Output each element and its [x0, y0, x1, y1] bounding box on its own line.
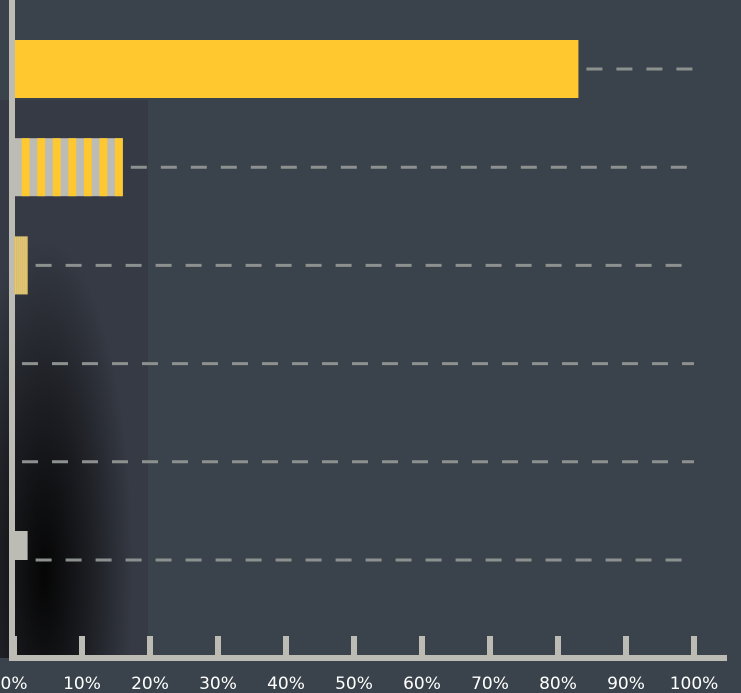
- tick-mark: [147, 636, 153, 658]
- bar: [14, 531, 28, 560]
- stripe: [21, 236, 22, 294]
- x-tick-label: 60%: [403, 674, 441, 693]
- x-tick-label: 20%: [131, 674, 169, 693]
- x-tick-label: 70%: [471, 674, 509, 693]
- tick-mark: [555, 636, 561, 658]
- stripe: [17, 236, 18, 294]
- stripe: [115, 138, 123, 196]
- tick-mark: [351, 636, 357, 658]
- chart: 0% 10% 20% 30% 40% 50% 60% 70% 80% 90% 100%: [0, 0, 741, 693]
- x-axis: [9, 655, 727, 661]
- tick-mark: [419, 636, 425, 658]
- stripe: [22, 138, 30, 196]
- x-tick-label: 50%: [335, 674, 373, 693]
- bar: [14, 40, 578, 98]
- tick-mark: [11, 636, 17, 658]
- stripe: [68, 138, 76, 196]
- x-tick-label: 30%: [199, 674, 237, 693]
- page: 0%10%20%30%40%50%60%70%80%90%100% (() =>…: [0, 0, 741, 693]
- tick-mark: [283, 636, 289, 658]
- tick-mark: [215, 636, 221, 658]
- stripe: [53, 138, 61, 196]
- stripe: [99, 138, 107, 196]
- stripe: [27, 236, 28, 294]
- x-tick-label: 100%: [670, 674, 719, 693]
- stripe: [37, 138, 45, 196]
- tick-mark: [487, 636, 493, 658]
- x-tick-label: 80%: [539, 674, 577, 693]
- x-tick-label: 10%: [63, 674, 101, 693]
- tick-mark: [691, 636, 697, 658]
- tick-mark: [79, 636, 85, 658]
- stripe: [19, 236, 20, 294]
- x-tick-label: 0%: [1, 674, 28, 693]
- stripe: [15, 236, 16, 294]
- x-tick-label: 40%: [267, 674, 305, 693]
- stripe: [25, 236, 26, 294]
- x-tick-label: 90%: [607, 674, 645, 693]
- stripe: [23, 236, 24, 294]
- stripe: [84, 138, 92, 196]
- y-axis: [9, 0, 15, 661]
- tick-mark: [623, 636, 629, 658]
